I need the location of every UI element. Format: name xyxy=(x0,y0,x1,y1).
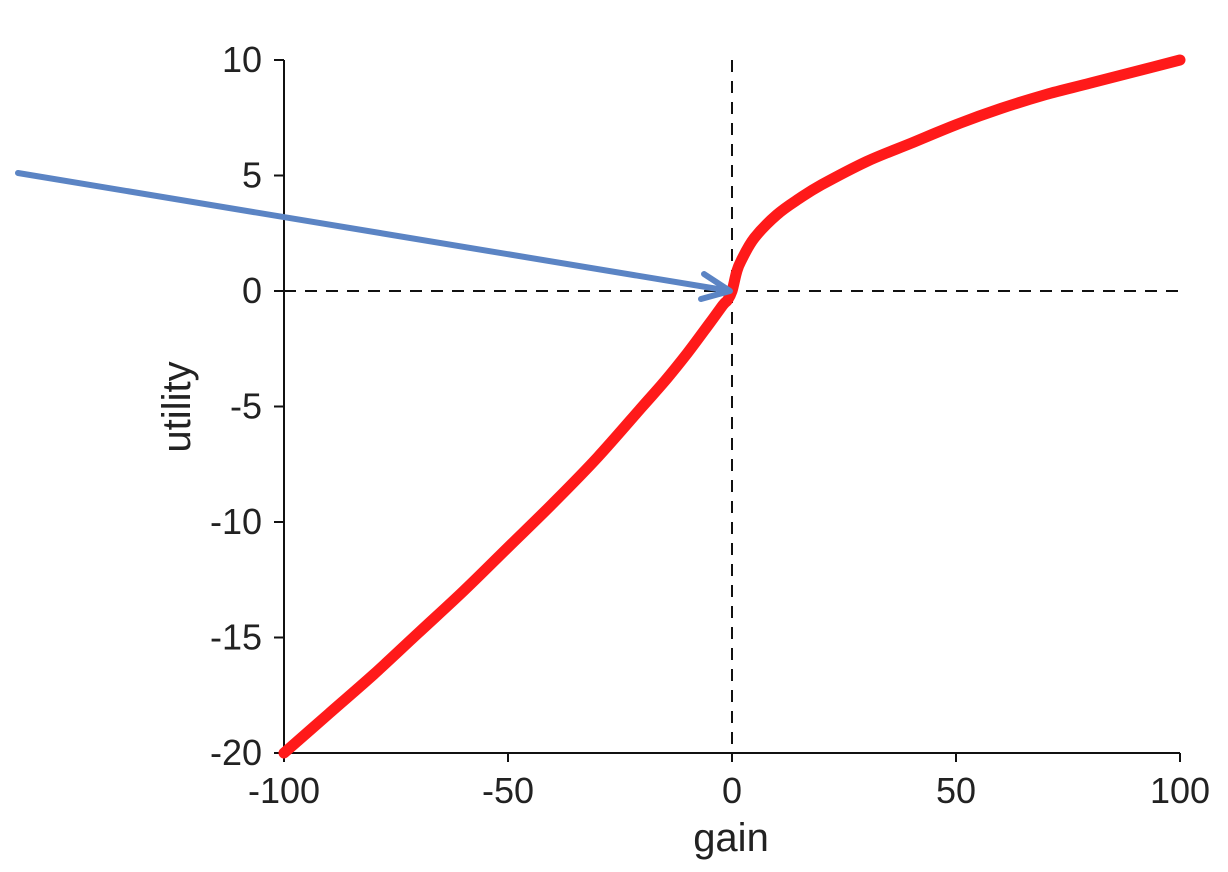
x-axis-title: gain xyxy=(693,816,769,860)
x-tick-label: -50 xyxy=(482,770,534,811)
arrow-head xyxy=(698,271,733,302)
y-tick-label: -10 xyxy=(210,501,262,542)
x-tick-label: 0 xyxy=(722,770,742,811)
x-tick-label: -100 xyxy=(248,770,320,811)
arrow-shaft xyxy=(15,170,727,293)
y-axis-ticks: 10 5 0 -5 -10 -15 -20 xyxy=(210,39,284,773)
y-axis-title: utility xyxy=(155,361,199,452)
reference-lines xyxy=(284,60,1180,753)
x-axis-ticks: -100 -50 0 50 100 xyxy=(248,753,1210,811)
y-tick-label: -5 xyxy=(230,386,262,427)
x-tick-label: 100 xyxy=(1150,770,1210,811)
arrow-annotation xyxy=(15,170,733,302)
y-tick-label: -20 xyxy=(210,732,262,773)
x-tick-label: 50 xyxy=(936,770,976,811)
y-tick-label: 10 xyxy=(222,39,262,80)
y-tick-label: 5 xyxy=(242,155,262,196)
y-tick-label: 0 xyxy=(242,270,262,311)
y-tick-label: -15 xyxy=(210,617,262,658)
